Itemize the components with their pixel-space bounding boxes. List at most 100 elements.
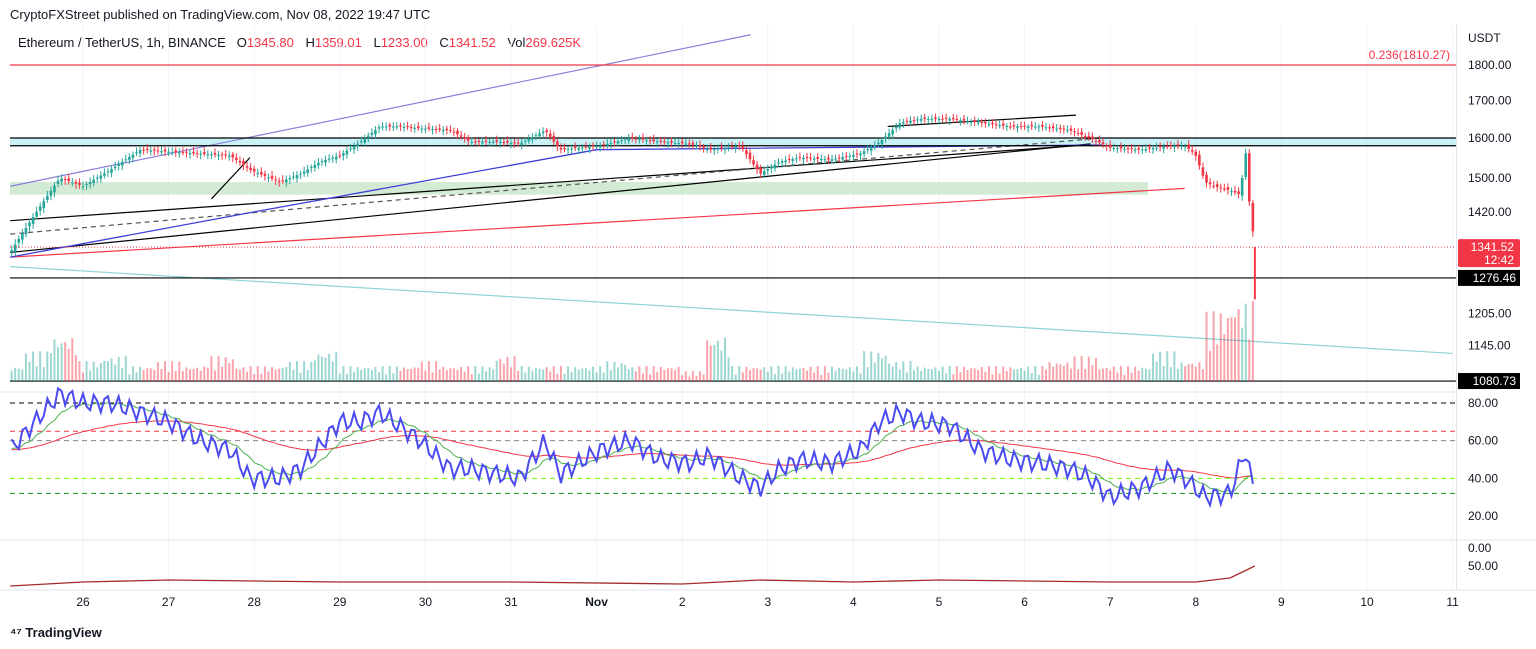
candle: [748, 152, 752, 160]
volume-bar: [1223, 334, 1226, 381]
volume-bar: [691, 371, 694, 381]
volume-bar: [880, 358, 883, 381]
volume-bar: [146, 368, 149, 381]
candle: [92, 179, 95, 184]
volume-bar: [538, 368, 541, 381]
volume-bar: [916, 366, 919, 381]
last-price-label: 1341.52: [1471, 240, 1515, 254]
candle: [570, 148, 573, 150]
volume-bar: [656, 371, 659, 381]
volume-bar: [96, 367, 99, 381]
volume-bar: [142, 370, 145, 381]
price-tick: 1145.00: [1468, 338, 1511, 352]
volume-bar: [131, 366, 134, 381]
volume-bar: [834, 370, 837, 381]
high-label: H: [305, 35, 315, 50]
candle: [623, 139, 627, 141]
volume-bar: [770, 366, 773, 381]
volume-bar: [763, 367, 766, 381]
volume-bar: [827, 372, 830, 381]
volume-bar: [1162, 366, 1165, 381]
candle: [31, 217, 35, 224]
candle: [559, 147, 563, 150]
volume-bar: [427, 361, 430, 381]
rsi-tick: 60.00: [1468, 434, 1498, 448]
symbol-title[interactable]: Ethereum / TetherUS, 1h, BINANCE: [18, 35, 226, 50]
candle: [755, 164, 759, 170]
volume-bar: [1176, 368, 1179, 381]
volume-bar: [1077, 369, 1080, 381]
candle: [638, 139, 641, 141]
candle: [666, 142, 670, 144]
candle: [459, 135, 463, 137]
candle: [891, 129, 894, 135]
candle: [538, 133, 541, 137]
time-tick: 28: [248, 595, 262, 609]
volume-bar: [488, 367, 491, 381]
candle: [762, 171, 766, 176]
volume-bar: [288, 361, 291, 381]
candle: [1119, 146, 1123, 149]
candle: [1069, 128, 1073, 131]
candle: [1219, 187, 1223, 189]
open-value: 1345.80: [246, 35, 294, 50]
candle: [374, 129, 377, 135]
rsi-line: [10, 386, 1254, 509]
volume-bar: [1152, 353, 1154, 381]
volume-bar: [542, 369, 545, 381]
candle: [1244, 153, 1248, 177]
volume-bar: [984, 372, 987, 381]
volume-bar: [870, 351, 873, 381]
candle: [60, 178, 63, 182]
candle: [28, 222, 31, 227]
volume-bar: [39, 351, 42, 381]
candle: [1034, 126, 1037, 128]
volume-bar: [67, 348, 70, 381]
volume-bar: [345, 374, 348, 381]
volume-bar: [788, 371, 791, 381]
candle: [81, 186, 85, 188]
candle: [737, 145, 741, 147]
volume-bar: [1191, 363, 1194, 381]
candle: [848, 155, 852, 157]
volume-bar: [99, 363, 102, 381]
volume-bar: [10, 370, 13, 381]
volume-bar: [1020, 367, 1023, 381]
candle: [1141, 149, 1144, 151]
candle: [1009, 126, 1012, 128]
candle: [545, 130, 548, 133]
candle: [598, 145, 602, 148]
volume-bar: [42, 367, 45, 381]
volume-bar: [1016, 368, 1019, 381]
volume-bar: [274, 369, 277, 381]
candle: [563, 148, 566, 150]
volume-bar: [866, 367, 869, 381]
candle: [855, 153, 859, 155]
candle: [13, 244, 17, 252]
price-label: 1276.46: [1473, 271, 1517, 285]
candle: [367, 135, 370, 138]
volume-bar: [1109, 370, 1112, 381]
candle: [513, 142, 516, 144]
volume-bar: [1005, 371, 1008, 381]
candle: [1169, 145, 1173, 147]
volume-bar: [1069, 368, 1072, 381]
volume-bar: [260, 373, 263, 381]
ohlc-legend: Ethereum / TetherUS, 1h, BINANCE O1345.8…: [18, 35, 589, 50]
candle: [852, 155, 855, 157]
volume-bar: [741, 372, 744, 381]
candle: [1183, 146, 1187, 148]
volume-bar: [898, 369, 901, 381]
volume-bar: [1148, 369, 1151, 381]
volume-bar: [1041, 366, 1044, 381]
candle: [167, 151, 170, 153]
volume-bar: [670, 368, 673, 381]
candle: [320, 161, 324, 163]
volume-bar: [738, 366, 741, 381]
volume-bar: [256, 366, 259, 381]
volume-bar: [959, 372, 962, 381]
volume-bar: [235, 368, 238, 381]
volume-bar: [128, 374, 131, 381]
candle: [1062, 128, 1066, 130]
